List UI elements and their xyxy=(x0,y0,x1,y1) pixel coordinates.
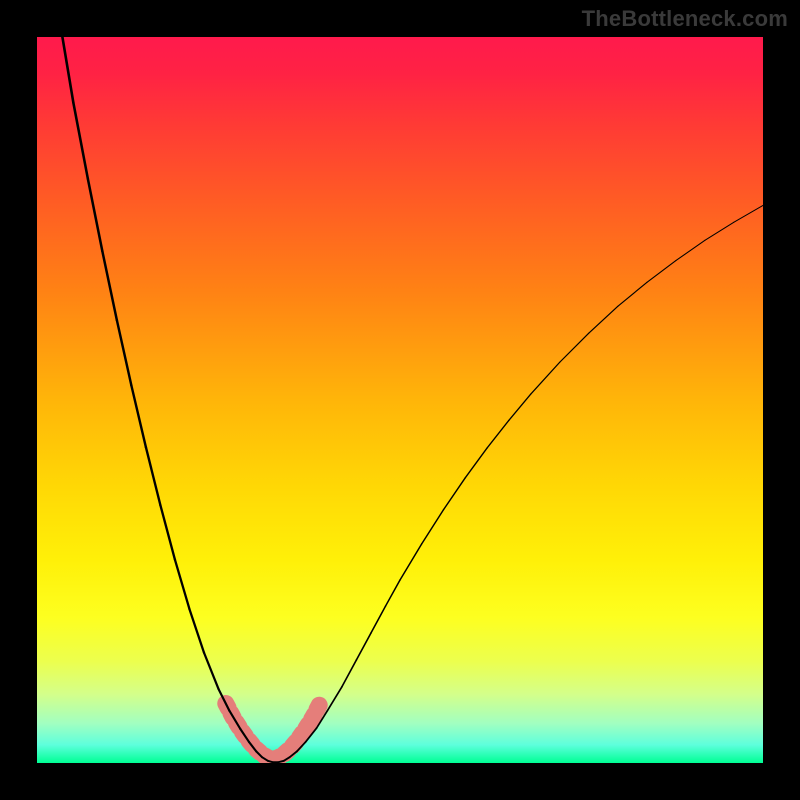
chart-svg xyxy=(37,37,763,763)
watermark-text: TheBottleneck.com xyxy=(582,6,788,32)
plot-area xyxy=(37,37,763,763)
gradient-background xyxy=(37,37,763,763)
chart-container: TheBottleneck.com xyxy=(0,0,800,800)
